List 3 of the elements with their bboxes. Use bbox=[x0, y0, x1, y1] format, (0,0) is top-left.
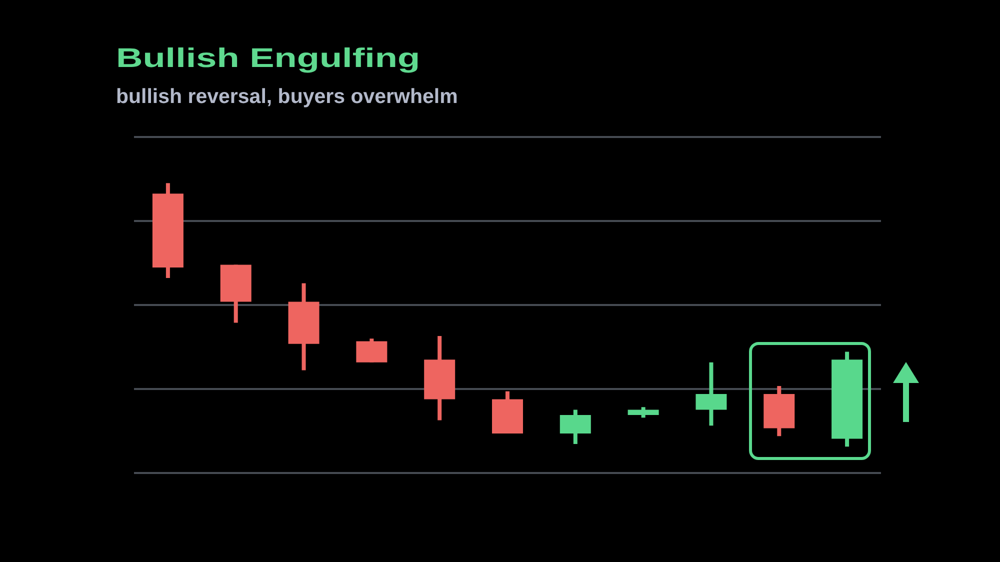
chart-title: Bullish Engulfing bbox=[116, 43, 420, 73]
chart-subtitle: bullish reversal, buyers overwhelm bbox=[116, 85, 458, 108]
candlestick bbox=[628, 407, 659, 418]
